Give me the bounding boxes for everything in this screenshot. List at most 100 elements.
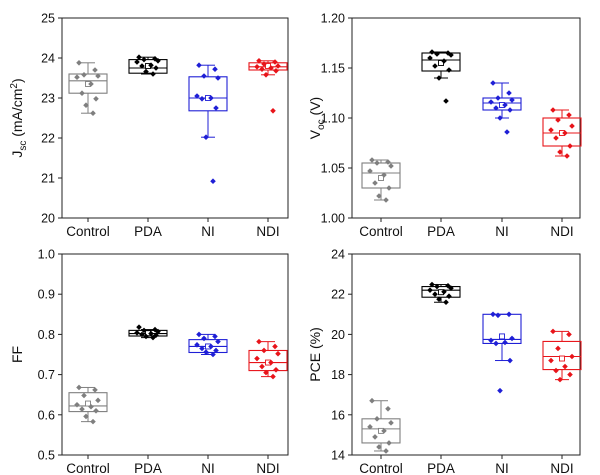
- data-point: [445, 50, 451, 56]
- data-point: [383, 448, 389, 454]
- data-point: [74, 74, 80, 80]
- data-point: [495, 95, 501, 101]
- data-point: [553, 367, 559, 374]
- data-point: [427, 55, 433, 61]
- box-control: [68, 60, 108, 116]
- data-point: [502, 102, 508, 108]
- data-point: [445, 282, 451, 289]
- box-pda: [421, 49, 461, 104]
- data-point: [436, 296, 442, 303]
- data-point: [448, 52, 454, 58]
- data-point: [268, 359, 274, 366]
- y-tick-label: 24: [331, 248, 345, 262]
- data-point: [432, 63, 438, 69]
- data-point: [270, 373, 276, 380]
- data-point: [497, 387, 503, 394]
- box-ndi: [248, 338, 288, 380]
- data-point: [374, 416, 380, 422]
- data-point: [369, 397, 375, 404]
- x-category-label: PDA: [134, 461, 162, 475]
- data-point: [199, 96, 205, 102]
- y-title-unit: (V): [307, 97, 323, 120]
- data-point: [261, 347, 267, 354]
- box-ni: [482, 311, 522, 394]
- data-point: [388, 163, 394, 169]
- data-point: [136, 54, 142, 60]
- data-point: [196, 331, 202, 338]
- data-point: [272, 343, 278, 350]
- panel-4: 14 16 18 20 22 24 PCE (%) Control PDA NI NDI: [307, 248, 582, 475]
- plot-frame: [61, 253, 289, 456]
- data-point: [273, 68, 279, 74]
- data-point: [139, 331, 145, 338]
- box-control: [361, 397, 401, 454]
- box-body: [421, 52, 461, 72]
- data-point: [136, 324, 142, 330]
- data-point: [506, 311, 512, 318]
- x-category-label: NI: [495, 224, 509, 239]
- box-ndi: [542, 107, 582, 159]
- data-point: [254, 64, 260, 70]
- y-tick-label: 16: [331, 408, 345, 422]
- data-point: [76, 384, 82, 391]
- data-point: [79, 406, 85, 412]
- x-category-label: NI: [201, 224, 215, 239]
- data-point: [553, 135, 559, 141]
- data-point: [261, 61, 267, 67]
- y-axis-title: Voc (V): [307, 97, 327, 139]
- data-point: [215, 338, 221, 345]
- data-point: [76, 60, 82, 66]
- mean-marker: [85, 400, 91, 407]
- y-tick-label: 23: [41, 92, 55, 106]
- data-point: [504, 129, 510, 135]
- data-point: [502, 339, 508, 346]
- y-tick-label: 0.9: [38, 288, 55, 302]
- x-category-label: PDA: [427, 461, 455, 475]
- data-point: [263, 369, 269, 376]
- data-point: [548, 357, 554, 364]
- data-point: [441, 288, 447, 295]
- data-point: [448, 285, 454, 291]
- data-point: [150, 334, 156, 341]
- data-point: [83, 102, 89, 108]
- data-point: [507, 357, 513, 364]
- y-tick-label: 25: [41, 12, 55, 26]
- data-point: [92, 67, 98, 73]
- data-point: [199, 345, 205, 352]
- box-pda: [421, 281, 461, 306]
- data-point: [427, 287, 433, 293]
- box-body: [482, 313, 522, 344]
- mean-marker: [559, 355, 565, 362]
- data-point: [212, 333, 218, 340]
- mean-marker: [378, 175, 384, 181]
- data-point: [509, 335, 515, 342]
- data-point: [148, 62, 154, 68]
- data-point: [213, 105, 219, 111]
- x-category-label: PDA: [427, 224, 455, 239]
- data-point: [386, 440, 392, 446]
- x-category-label: Control: [359, 224, 403, 239]
- data-point: [436, 75, 442, 81]
- data-point: [381, 172, 387, 178]
- data-point: [83, 413, 89, 420]
- box-ni: [188, 331, 228, 358]
- data-point: [254, 355, 260, 362]
- data-point: [509, 97, 515, 103]
- data-point: [152, 326, 158, 333]
- data-point: [148, 330, 154, 337]
- data-point: [432, 291, 438, 297]
- plot-frame: [61, 17, 289, 219]
- y-tick-label: 22: [331, 288, 345, 302]
- x-category-label: NI: [495, 461, 509, 475]
- box-body: [421, 286, 461, 298]
- y-title-end: ): [9, 78, 25, 83]
- box-ndi: [542, 328, 582, 383]
- data-point: [270, 108, 276, 114]
- data-point: [369, 157, 375, 163]
- data-point: [441, 58, 447, 64]
- data-point: [569, 123, 575, 129]
- data-point: [429, 281, 435, 288]
- data-point: [81, 392, 87, 399]
- y-tick-label: 0.5: [38, 449, 55, 463]
